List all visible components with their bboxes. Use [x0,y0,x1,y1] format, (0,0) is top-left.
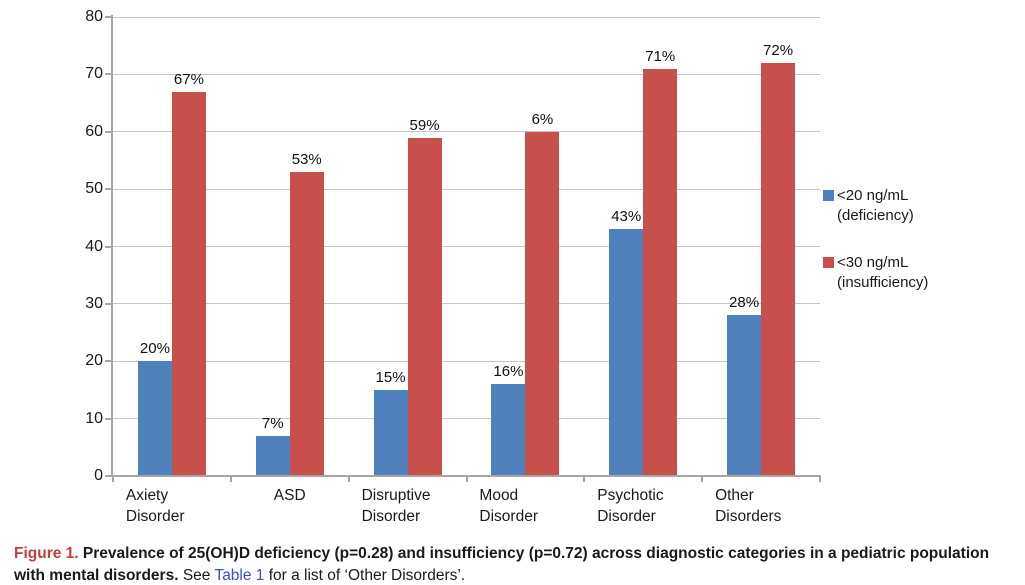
x-category-label-4: Psychotic Disorder [597,487,664,525]
caption-suffix-text: for a list of ‘Other Disorders’. [264,566,466,584]
bar-insufficiency-4: 71% [643,48,678,476]
table-1-link[interactable]: Table 1 [214,566,265,584]
bar-value-label: 67% [173,70,204,88]
bar-deficiency-1: 7% [255,415,290,476]
bar-group-3: 16% 6% [467,17,585,476]
bar-value-label: 15% [375,368,406,386]
bar-value-label: 7% [261,414,284,432]
x-category-label-2: Disruptive Disorder [361,487,431,525]
y-tick-label-0: 0 [94,467,103,484]
bar-insufficiency-5: 72% [761,42,796,476]
legend-item-deficiency: <20 ng/mL (deficiency) [823,186,1018,227]
bar-group-1: 7% 53% [231,17,349,476]
bar-value-label: 43% [611,208,642,226]
bar-value-label: 72% [763,41,794,59]
bar-value-label: 16% [493,363,524,381]
caption-bold-text: Prevalence of 25(OH)D deficiency (p=0.28… [14,545,990,584]
x-axis-tick-1 [229,477,232,482]
bar-group-2: 15% 59% [349,17,467,476]
y-tick-label-20: 20 [85,352,103,370]
bar-insufficiency-2: 59% [407,117,442,476]
y-tick-label-70: 70 [85,65,103,83]
caption-see-text: See [178,566,215,584]
x-category-label-3: Mood Disorder [479,487,538,525]
bar-deficiency-4: 43% [609,208,644,476]
y-axis-tick-80 [105,16,111,18]
gridline-y-10 [113,418,820,420]
bar-deficiency-3: 16% [491,363,526,476]
y-axis-tick-30 [105,302,111,305]
y-axis-line [111,15,113,477]
gridline-y-30 [113,303,820,305]
bar-insufficiency-3: 6% [525,111,560,476]
bar-value-label: 71% [645,47,676,65]
x-category-label-0: Axiety Disorder [125,487,185,525]
y-axis-tick-70 [105,73,111,76]
figure-caption: Figure 1. Prevalence of 25(OH)D deficien… [14,543,1016,585]
chart-legend: <20 ng/mL (deficiency) <30 ng/mL (insuffici… [823,186,1018,319]
x-axis-tick-5 [701,477,704,482]
gridline-y-70 [113,73,820,75]
y-axis-tick-50 [105,188,111,191]
bar-chart: 20% 67% 7% 53% 15% 59% 16% 6% 43% 71% 28% 72% 0 10 20… [85,8,1018,525]
bar-group-5: 28% 72% [702,17,820,476]
gridline-y-80 [113,16,820,18]
bar-deficiency-5: 28% [727,294,762,476]
x-axis-tick-2 [347,477,350,482]
legend-swatch-icon [823,190,834,201]
x-category-label-1: ASD [273,487,306,504]
gridline-y-20 [113,360,820,362]
x-axis-tick-4 [583,477,586,482]
y-tick-label-30: 30 [85,294,103,312]
gridline-y-40 [113,246,820,247]
plot-area: 20% 67% 7% 53% 15% 59% 16% 6% 43% 71% 28% 72% [113,16,820,476]
x-axis-tick-6 [819,477,821,482]
bar-deficiency-2: 15% [373,369,408,476]
gridline-y-60 [113,131,820,133]
y-axis-tick-10 [105,417,111,420]
y-tick-label-60: 60 [85,122,103,140]
bar-insufficiency-0: 67% [171,71,206,476]
x-category-label-5: Other Disorders [715,487,782,525]
bar-deficiency-0: 20% [137,340,172,476]
legend-label: <30 ng/mL (insufficiency) [837,253,929,291]
bar-value-label: 53% [291,150,322,168]
y-tick-label-40: 40 [85,237,103,255]
bar-value-label: 6% [531,110,554,128]
y-tick-label-10: 10 [85,409,103,427]
y-tick-label-80: 80 [85,8,103,25]
y-axis-tick-40 [105,245,111,248]
y-axis-tick-20 [105,360,111,363]
legend-label: <20 ng/mL (deficiency) [837,187,914,225]
figure-number-label: Figure 1. [14,545,79,562]
y-axis-tick-0 [105,475,111,477]
x-axis-line [111,475,821,477]
bar-insufficiency-1: 53% [289,151,324,476]
legend-item-insufficiency: <30 ng/mL (insufficiency) [823,253,1018,294]
x-axis-tick-0 [112,477,114,482]
x-axis-tick-3 [465,477,468,482]
bar-value-label: 59% [409,116,440,134]
bar-group-0: 20% 67% [113,17,231,476]
legend-swatch-icon [823,256,834,268]
y-tick-label-50: 50 [85,180,103,198]
bar-group-4: 43% 71% [584,17,702,476]
gridline-y-50 [113,188,820,190]
bar-value-label: 28% [729,294,760,312]
y-axis-tick-60 [105,130,111,133]
bar-value-label: 20% [139,340,170,358]
